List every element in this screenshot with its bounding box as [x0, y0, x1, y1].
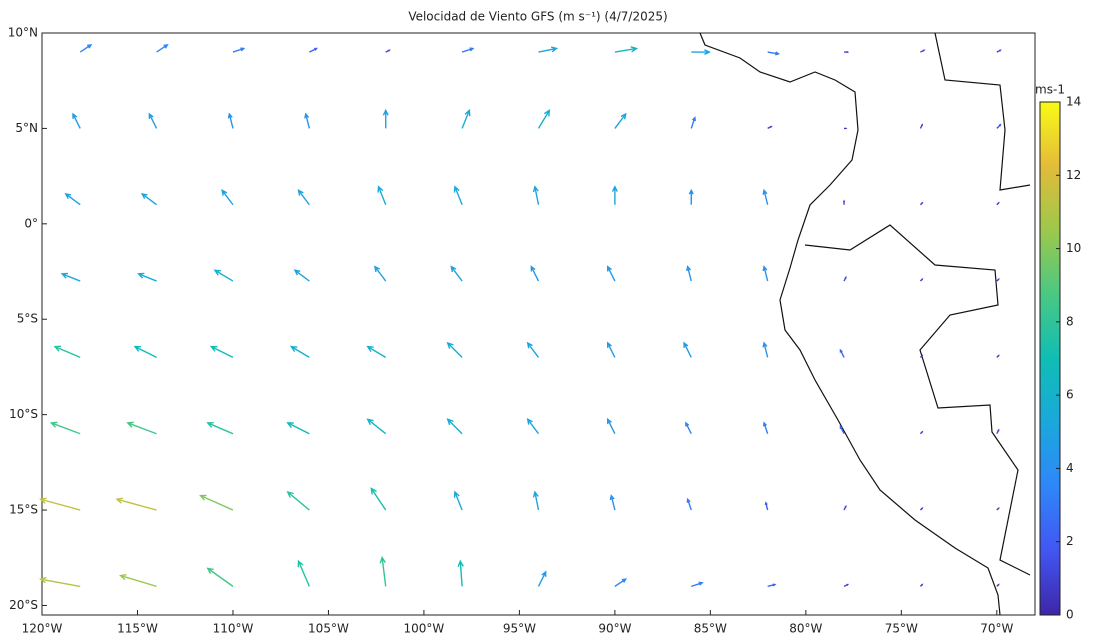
y-tick-label: 15°S — [9, 503, 38, 517]
x-tick-label: 115°W — [117, 622, 158, 636]
map-title: Velocidad de Viento GFS (m s⁻¹) (4/7/202… — [408, 10, 667, 24]
y-tick-label: 10°N — [8, 26, 38, 40]
y-tick-label: 5°N — [15, 121, 38, 135]
wind-arrow — [844, 201, 845, 205]
x-tick-label: 75°W — [885, 622, 918, 636]
colorbar-tick-label: 2 — [1066, 534, 1074, 548]
x-tick-label: 80°W — [789, 622, 822, 636]
colorbar-tick-label: 8 — [1066, 314, 1074, 328]
y-tick-label: 5°S — [17, 312, 38, 326]
wind-arrow — [844, 52, 848, 53]
y-tick-label: 10°S — [9, 407, 38, 421]
x-tick-label: 70°W — [980, 622, 1013, 636]
x-tick-label: 105°W — [308, 622, 349, 636]
colorbar-tick-label: 0 — [1066, 608, 1074, 622]
y-tick-label: 20°S — [9, 598, 38, 612]
y-tick-label: 0° — [24, 216, 38, 230]
colorbar-tick-label: 6 — [1066, 388, 1074, 402]
x-tick-label: 120°W — [22, 622, 63, 636]
colorbar-tick-label: 14 — [1066, 95, 1081, 109]
x-tick-label: 110°W — [213, 622, 254, 636]
x-tick-label: 90°W — [598, 622, 631, 636]
colorbar-label: ms-1 — [1035, 83, 1065, 97]
colorbar — [1040, 102, 1060, 615]
x-tick-label: 85°W — [694, 622, 727, 636]
colorbar-tick-label: 10 — [1066, 241, 1081, 255]
colorbar-tick-label: 4 — [1066, 461, 1074, 475]
colorbar-tick-label: 12 — [1066, 168, 1081, 182]
axes-box — [42, 33, 1035, 615]
x-tick-label: 100°W — [404, 622, 445, 636]
x-tick-label: 95°W — [503, 622, 536, 636]
